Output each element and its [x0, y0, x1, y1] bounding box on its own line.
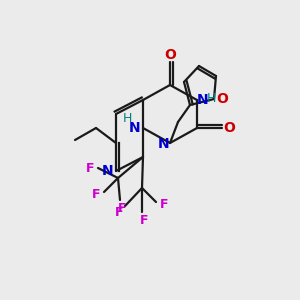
Text: F: F [160, 199, 168, 212]
Text: F: F [86, 161, 94, 175]
Text: N: N [102, 164, 114, 178]
Text: H: H [206, 92, 216, 104]
Text: O: O [216, 92, 228, 106]
Text: F: F [118, 202, 126, 214]
Text: N: N [129, 121, 141, 135]
Text: F: F [92, 188, 100, 200]
Text: O: O [223, 121, 235, 135]
Text: F: F [115, 206, 123, 220]
Text: N: N [158, 137, 170, 151]
Text: N: N [197, 93, 209, 107]
Text: H: H [122, 112, 132, 124]
Text: F: F [140, 214, 148, 226]
Text: O: O [164, 48, 176, 62]
